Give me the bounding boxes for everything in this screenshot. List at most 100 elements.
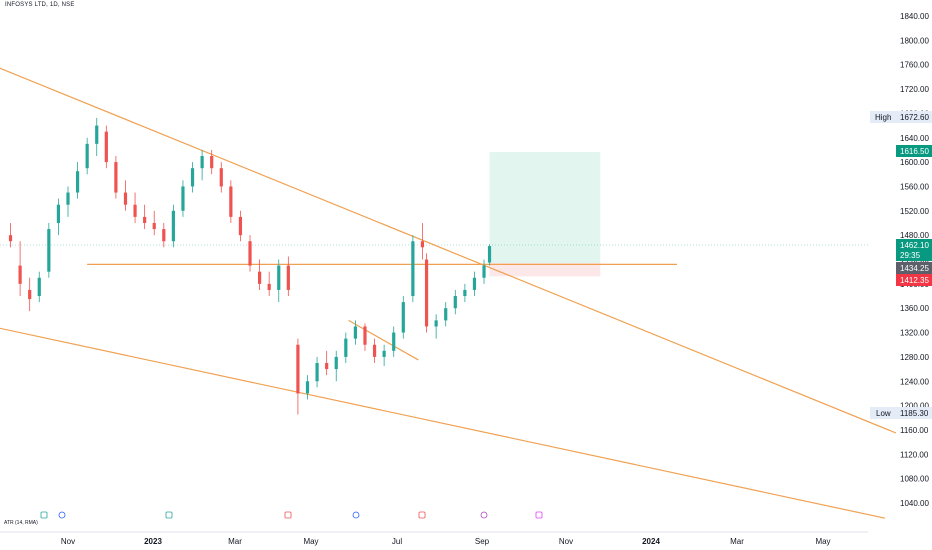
trendline[interactable] — [0, 326, 886, 519]
low-value: 1185.30 — [900, 409, 929, 418]
earnings-marker[interactable] — [40, 511, 48, 519]
candle-body — [238, 216, 243, 236]
time-label-jul-2023: Jul — [392, 537, 402, 546]
candle-body — [353, 326, 357, 339]
loss-zone[interactable] — [489, 263, 601, 277]
candle-body — [444, 308, 448, 321]
target-price-tag: 1616.50 — [896, 145, 932, 157]
high-marker: High 1672.60 — [870, 111, 932, 123]
time-label-sep-2023: Sep — [475, 537, 490, 546]
earnings-marker[interactable] — [418, 511, 426, 519]
candle-body — [85, 143, 89, 169]
earnings-marker[interactable] — [165, 511, 173, 519]
candle-body — [392, 332, 396, 351]
candle-body — [382, 350, 386, 357]
candle-body — [200, 156, 204, 169]
candle-body — [8, 235, 13, 242]
earnings-marker[interactable] — [284, 511, 292, 519]
price-tick-label: 1520.00 — [900, 207, 929, 216]
high-label: High — [875, 113, 891, 122]
target-price-value: 1616.50 — [900, 147, 929, 156]
stop-price-tag: 1412.35 — [896, 274, 932, 286]
price-tick-label: 1200.00 — [900, 402, 929, 411]
price-tick-label: 1120.00 — [900, 450, 929, 459]
profit-zone[interactable] — [489, 152, 601, 264]
candles — [8, 117, 492, 415]
time-label-mar-2023: Mar — [228, 537, 242, 546]
candle-body — [162, 229, 166, 242]
candle-body — [104, 131, 108, 163]
last-price-value: 1462.10 — [900, 241, 929, 250]
last-price-tag: 1462.10 29:35 — [896, 239, 932, 261]
dividend-marker[interactable] — [58, 511, 66, 519]
atr-indicator-label: ATR (14, RMA) — [4, 520, 38, 526]
trendline[interactable] — [348, 319, 419, 361]
candle-body — [114, 162, 118, 193]
candle-body — [420, 241, 425, 248]
candle-body — [453, 296, 457, 309]
time-label-may-2023: May — [303, 537, 318, 546]
time-label-2023: 2023 — [144, 537, 162, 546]
trendline[interactable] — [0, 65, 897, 434]
price-tick-label: 1040.00 — [900, 499, 929, 508]
candle-body — [181, 186, 185, 211]
price-tick-label: 1600.00 — [900, 158, 929, 167]
candle-body — [95, 125, 99, 144]
low-marker: Low 1185.30 — [870, 407, 932, 419]
candle-body — [401, 302, 405, 333]
candle-body — [37, 277, 41, 297]
candle-body — [344, 338, 348, 357]
price-tick-label: 1720.00 — [900, 85, 929, 94]
candle-body — [463, 289, 467, 297]
candle-body — [75, 171, 80, 193]
price-tick-label: 1840.00 — [900, 12, 929, 21]
candle-body — [424, 259, 429, 327]
candle-body — [482, 265, 486, 278]
time-label-mar-2024: Mar — [730, 537, 744, 546]
candle-body — [28, 289, 32, 300]
entry-price-tag: 1434.25 — [896, 262, 932, 274]
candle-body — [372, 344, 377, 357]
dividend-marker[interactable] — [352, 511, 360, 519]
price-tick-label: 1560.00 — [900, 182, 929, 191]
price-tick-label: 1320.00 — [900, 329, 929, 338]
candle-body — [257, 271, 262, 284]
event-markers[interactable] — [40, 511, 543, 519]
candle-body — [267, 283, 271, 290]
time-axis[interactable]: Nov 2023 Mar May Jul Sep Nov 2024 Mar Ma… — [61, 537, 831, 546]
candle-body — [363, 326, 367, 345]
chart-title: INFOSYS LTD, 1D, NSE — [5, 2, 75, 8]
candle-body — [334, 356, 338, 370]
candle-body — [248, 241, 252, 266]
candle-body — [325, 362, 329, 370]
candle-body — [66, 192, 70, 205]
candle-body — [56, 204, 61, 223]
candle-body — [472, 277, 477, 290]
candle-body — [47, 229, 51, 272]
candle-body — [229, 186, 233, 217]
candle-body — [305, 381, 310, 394]
plot-area[interactable] — [0, 0, 868, 532]
time-label-nov-2023: Nov — [559, 537, 573, 546]
candle-body — [152, 222, 156, 230]
price-tick-label: 1760.00 — [900, 61, 929, 70]
time-label-2024: 2024 — [642, 537, 660, 546]
candle-body — [487, 246, 492, 263]
trendlines[interactable] — [0, 65, 897, 519]
candle-body — [18, 265, 22, 284]
bar-countdown: 29:35 — [900, 251, 921, 260]
stop-price-value: 1412.35 — [900, 276, 929, 285]
price-tick-label: 1160.00 — [900, 426, 929, 435]
split-marker[interactable] — [480, 511, 488, 519]
high-value: 1672.60 — [900, 113, 929, 122]
price-tick-label: 1280.00 — [900, 353, 929, 362]
price-tick-label: 1240.00 — [900, 377, 929, 386]
candle-body — [210, 156, 214, 169]
price-tick-label: 1800.00 — [900, 36, 929, 45]
candle-body — [219, 168, 223, 187]
earnings-marker[interactable] — [535, 511, 543, 519]
candle-body — [171, 210, 175, 242]
candle-body — [143, 216, 147, 223]
candle-body — [190, 168, 195, 187]
